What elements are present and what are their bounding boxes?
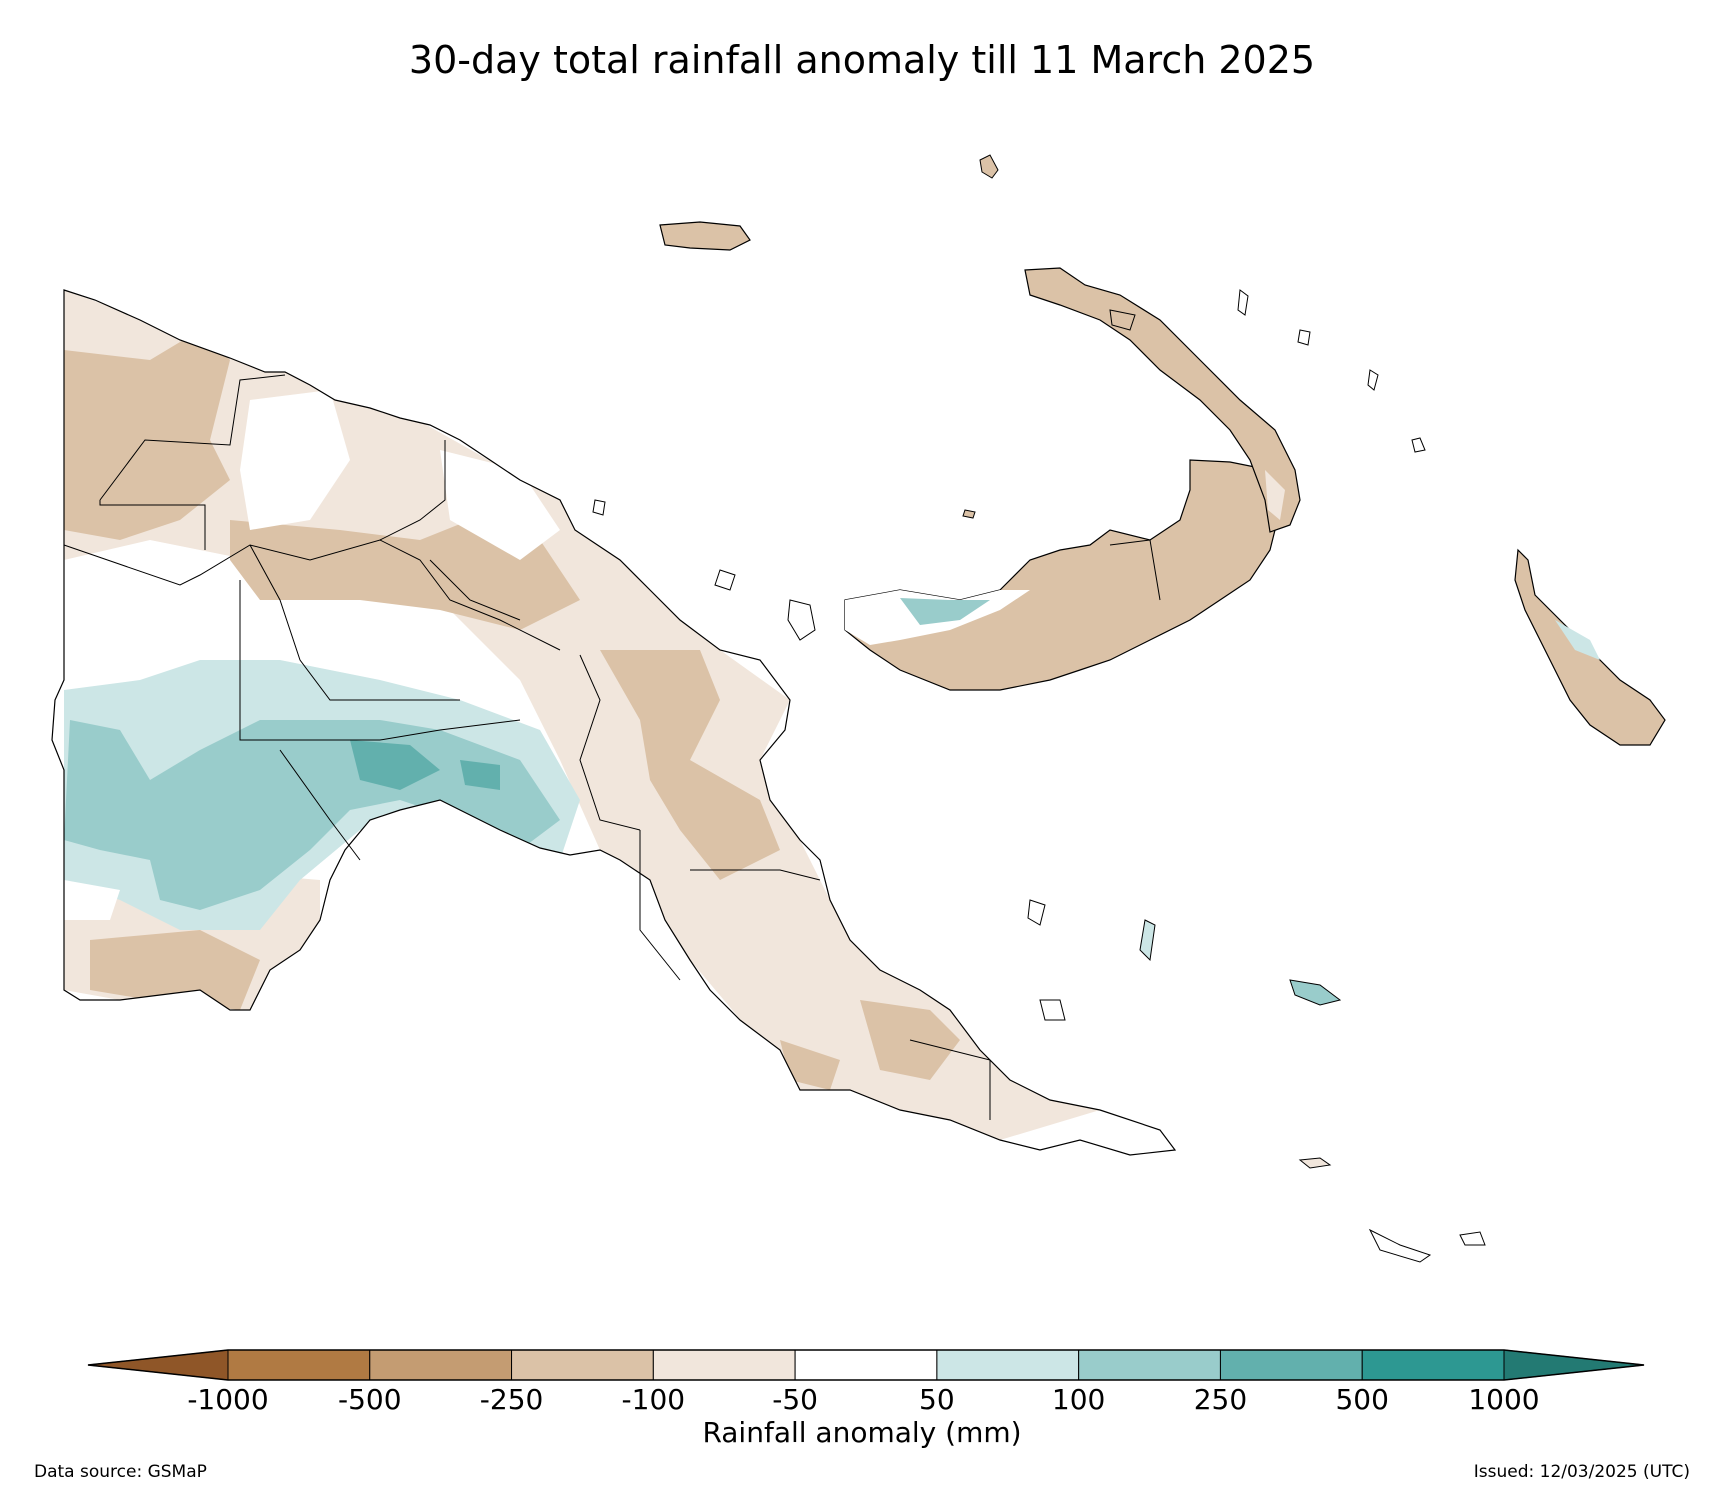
colorbar-tick-label: 50 — [919, 1383, 955, 1416]
bougainville-island — [1514, 548, 1666, 746]
data-source-note: Data source: GSMaP — [34, 1462, 207, 1482]
small-islands — [592, 154, 1486, 1263]
colorbar-tick-label: 500 — [1335, 1383, 1389, 1416]
rainfall-anomaly-map — [51, 154, 1666, 1263]
colorbar-tick-label: -100 — [621, 1383, 686, 1416]
colorbar-bin — [1219, 1349, 1363, 1381]
map-title: 30-day total rainfall anomaly till 11 Ma… — [408, 38, 1316, 82]
colorbar-bin — [1361, 1349, 1505, 1381]
colorbar-bin — [1503, 1349, 1645, 1381]
colorbar-bin — [936, 1349, 1080, 1381]
colorbar-bin — [227, 1349, 371, 1381]
colorbar-tick-label: -50 — [772, 1383, 818, 1416]
colorbar-tick-label: 100 — [1051, 1383, 1106, 1416]
colorbar-title: Rainfall anomaly (mm) — [702, 1416, 1022, 1449]
mainland-png — [51, 289, 1177, 1156]
colorbar-bin — [369, 1349, 513, 1381]
colorbar-bin — [652, 1349, 796, 1381]
new-ireland-island — [1024, 267, 1301, 533]
colorbar-tick-label: -500 — [337, 1383, 402, 1416]
colorbar-bin — [794, 1349, 938, 1381]
colorbar-bin — [511, 1349, 654, 1381]
colorbar-bin — [87, 1349, 229, 1381]
manus-island — [659, 221, 751, 251]
colorbar-tick-label: 250 — [1193, 1383, 1248, 1416]
colorbar-bin — [1078, 1349, 1221, 1381]
colorbar-tick-label: -250 — [479, 1383, 544, 1416]
colorbar-tick-label: -1000 — [187, 1383, 269, 1416]
issued-date-note: Issued: 12/03/2025 (UTC) — [1473, 1462, 1690, 1482]
colorbar-tick-label: 1000 — [1468, 1383, 1540, 1416]
